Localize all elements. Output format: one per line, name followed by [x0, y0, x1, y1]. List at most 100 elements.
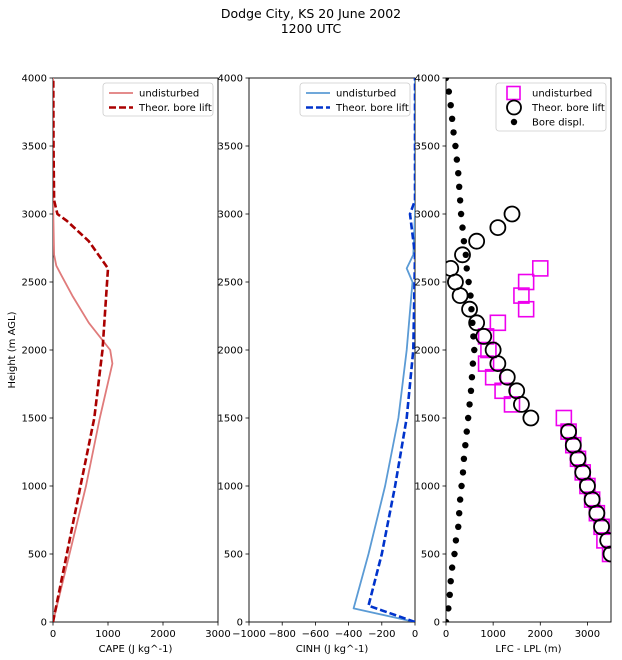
legend-frame: [495, 82, 607, 132]
data-point-dot: [470, 333, 477, 340]
data-point-circle: [468, 232, 486, 250]
axes-frame: [445, 77, 612, 623]
axes-frame: [248, 77, 416, 623]
legend-swatch: [506, 85, 521, 101]
data-point-circle: [454, 246, 471, 264]
y-tick-label: 3000: [415, 210, 440, 221]
figure-title: Dodge City, KS 20 June 2002: [220, 6, 402, 21]
x-axis-label: CAPE (J kg^-1): [99, 644, 173, 655]
y-tick-label: 3500: [22, 142, 47, 153]
data-point-dot: [446, 618, 450, 622]
data-point-dot: [464, 414, 472, 422]
x-tick-label: −400: [335, 629, 362, 640]
series-line-theor-bore-lift: [53, 78, 110, 622]
figure-subtitle: 1200 UTC: [280, 21, 342, 36]
data-layer: [446, 78, 611, 622]
data-point-dot: [460, 455, 468, 462]
chart-panel-2: 0 500 1000 1500 2000 2500 3000 3500 4000 −1000 −80…: [218, 74, 419, 656]
data-point-dot: [463, 265, 470, 272]
data-point-dot: [455, 170, 462, 177]
data-point-dot: [456, 183, 463, 190]
data-point-dot: [456, 510, 463, 517]
legend-label: Theor. bore lift: [138, 103, 212, 114]
data-point-dot: [469, 360, 477, 367]
data-point-dot: [450, 129, 457, 136]
data-point-dot: [455, 523, 462, 530]
y-tick-label: 3000: [218, 210, 243, 221]
data-layer: [53, 78, 114, 622]
x-tick-label: −600: [302, 629, 329, 640]
y-tick-label: 3500: [415, 142, 440, 153]
x-tick-label: 0: [443, 629, 449, 640]
data-point-circle: [522, 409, 540, 427]
data-point-dot: [459, 224, 466, 231]
y-tick-label: 1000: [415, 482, 440, 493]
data-point-square: [513, 287, 530, 304]
data-point-dot: [448, 115, 456, 123]
data-point-dot: [462, 442, 469, 449]
data-point-circle: [461, 300, 478, 318]
data-point-dot: [459, 469, 467, 476]
data-point-circle: [489, 219, 507, 237]
legend-label: Bore displ.: [532, 118, 585, 129]
data-point-dot: [448, 564, 456, 571]
x-tick-label: −200: [368, 629, 395, 640]
data-point-square: [517, 300, 535, 318]
data-point-dot: [467, 292, 474, 299]
data-point-circle: [599, 532, 611, 549]
data-point-square: [596, 532, 611, 549]
x-tick-label: −800: [268, 629, 295, 640]
legend-label: undisturbed: [336, 89, 396, 100]
data-point-dot: [446, 78, 450, 82]
data-point-dot: [462, 251, 469, 258]
data-point-dot: [447, 102, 454, 109]
data-point-dot: [469, 319, 476, 326]
data-point-circle: [560, 423, 577, 441]
x-tick-label: 2000: [528, 629, 553, 640]
data-point-square: [517, 273, 535, 291]
chart-panel-1: 0 500 1000 1500 2000 2500 3000 3500 4000 0 1000 200…: [7, 74, 231, 656]
data-point-dot: [451, 550, 458, 558]
data-point-square: [531, 260, 549, 277]
data-point-circle: [468, 314, 486, 332]
y-tick-label: 0: [434, 618, 440, 629]
y-tick-label: 2500: [218, 278, 243, 289]
legend: undisturbed Theor. bore lift: [102, 82, 214, 117]
data-point-dot: [447, 578, 454, 585]
legend-swatch: [506, 99, 522, 116]
y-tick-label: 2000: [22, 346, 47, 357]
y-tick-label: 4000: [415, 74, 440, 85]
series-line-theor-bore-lift: [367, 78, 415, 622]
y-tick-label: 3500: [218, 142, 243, 153]
legend: undisturbed Theor. bore lift: [299, 82, 411, 117]
y-tick-label: 1000: [22, 482, 47, 493]
x-tick-label: 3000: [205, 629, 230, 640]
y-tick-label: 4000: [22, 74, 47, 85]
data-point-circle: [446, 260, 460, 277]
data-point-dot: [468, 374, 476, 381]
data-point-dot: [458, 482, 465, 490]
legend-label: Theor. bore lift: [531, 103, 605, 114]
data-layer: [352, 78, 415, 622]
x-axis-label: CINH (J kg^-1): [296, 644, 369, 655]
data-point-square: [477, 355, 495, 372]
y-tick-label: 500: [224, 550, 243, 561]
data-point-circle: [484, 341, 502, 359]
data-point-dot: [471, 346, 478, 354]
axes-frame: [52, 77, 219, 623]
data-point-dot: [463, 428, 470, 435]
data-point-dot: [468, 306, 475, 313]
x-tick-label: 2000: [150, 629, 175, 640]
y-axis-label: Height (m AGL): [7, 311, 18, 388]
x-tick-label: 1000: [480, 629, 505, 640]
y-tick-label: 500: [421, 550, 440, 561]
data-point-dot: [465, 278, 472, 286]
y-tick-label: 1500: [22, 414, 47, 425]
legend-label: undisturbed: [532, 89, 592, 100]
legend: undisturbed Theor. bore lift Bore displ.: [495, 82, 607, 132]
data-point-circle: [503, 205, 521, 223]
series-line-undisturbed: [352, 78, 415, 622]
x-axis-label: LFC - LPL (m): [495, 644, 561, 655]
y-tick-label: 0: [237, 618, 243, 629]
